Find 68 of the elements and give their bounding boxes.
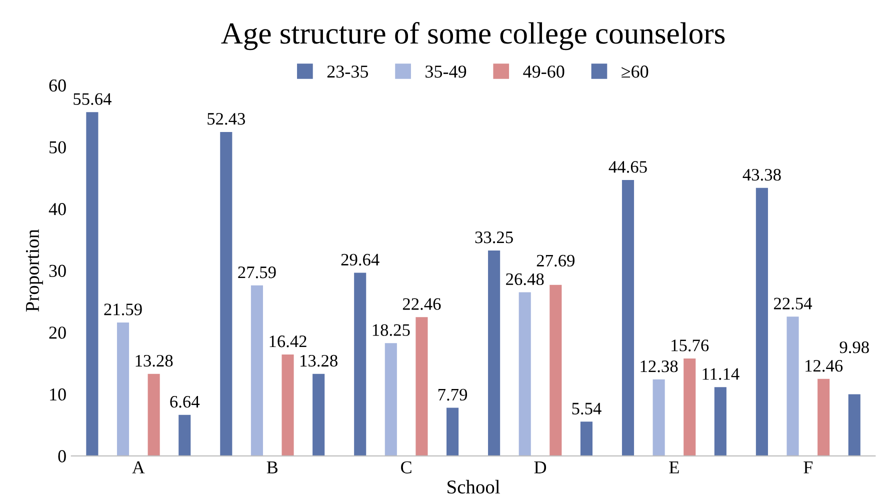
data-label: 11.14 <box>702 368 740 380</box>
bar <box>848 394 860 456</box>
data-label: 33.25 <box>475 232 513 244</box>
x-tick-label: D <box>534 461 546 474</box>
bar <box>220 132 232 456</box>
data-label: 52.43 <box>208 113 246 125</box>
data-label: 15.76 <box>672 340 709 352</box>
data-label: 55.64 <box>74 93 112 105</box>
y-tick-label: 10 <box>50 388 66 401</box>
y-tick-label: 30 <box>49 264 66 277</box>
bar <box>416 317 428 456</box>
y-tick-label: 60 <box>49 79 66 92</box>
y-axis-title: Proportion <box>26 229 43 312</box>
y-tick-label: 40 <box>48 203 66 216</box>
data-label: 26.48 <box>506 273 544 286</box>
data-label: 21.59 <box>104 304 142 316</box>
data-label: 9.98 <box>840 341 869 354</box>
y-tick-label: 50 <box>50 141 66 154</box>
data-label: 5.54 <box>572 402 602 415</box>
bar <box>250 285 263 456</box>
bar <box>446 408 459 456</box>
data-label: 29.64 <box>341 254 380 266</box>
data-label: 43.38 <box>742 168 781 181</box>
data-label: 12.38 <box>640 360 678 372</box>
chart-title: Age structure of some college counselors <box>221 22 725 50</box>
bar <box>178 414 191 456</box>
x-tick-label: B <box>266 461 278 474</box>
bar <box>684 358 696 456</box>
bar <box>652 379 665 456</box>
data-label: 12.46 <box>806 360 843 372</box>
data-label: 44.65 <box>608 161 647 173</box>
bar <box>148 374 160 456</box>
data-label: 13.28 <box>300 354 338 367</box>
y-tick-label: 0 <box>58 450 66 462</box>
legend-label: 23-35 <box>327 66 368 78</box>
bar <box>622 180 634 456</box>
bar <box>86 112 98 456</box>
data-label: 27.69 <box>536 254 574 267</box>
data-label: 27.59 <box>238 266 276 278</box>
bar <box>518 292 531 456</box>
y-tick-label: 20 <box>49 326 66 339</box>
data-label: 18.25 <box>372 324 410 336</box>
bar <box>786 316 799 456</box>
bar <box>384 343 397 456</box>
bar <box>550 284 562 456</box>
bar <box>312 374 325 456</box>
legend-label: ≥60 <box>622 66 648 78</box>
legend-label: 35-49 <box>426 66 466 78</box>
x-tick-label: F <box>804 461 813 474</box>
bar <box>714 387 726 456</box>
bar <box>488 250 500 456</box>
bar <box>756 188 768 456</box>
x-tick-label: C <box>401 461 412 474</box>
legend-label: 49-60 <box>523 66 564 78</box>
bar <box>116 322 130 456</box>
x-axis-title: School <box>448 480 500 494</box>
bar <box>282 354 294 456</box>
data-label: 16.42 <box>270 336 306 348</box>
data-label: 22.46 <box>402 298 441 310</box>
x-tick-label: A <box>132 461 145 474</box>
x-tick-label: E <box>669 461 679 474</box>
data-label: 6.64 <box>170 396 200 408</box>
data-label: 7.79 <box>438 388 468 401</box>
bar <box>580 422 593 456</box>
bar <box>818 378 830 456</box>
bar <box>354 272 366 456</box>
data-label: 13.28 <box>136 354 173 367</box>
data-label: 22.54 <box>774 298 812 310</box>
